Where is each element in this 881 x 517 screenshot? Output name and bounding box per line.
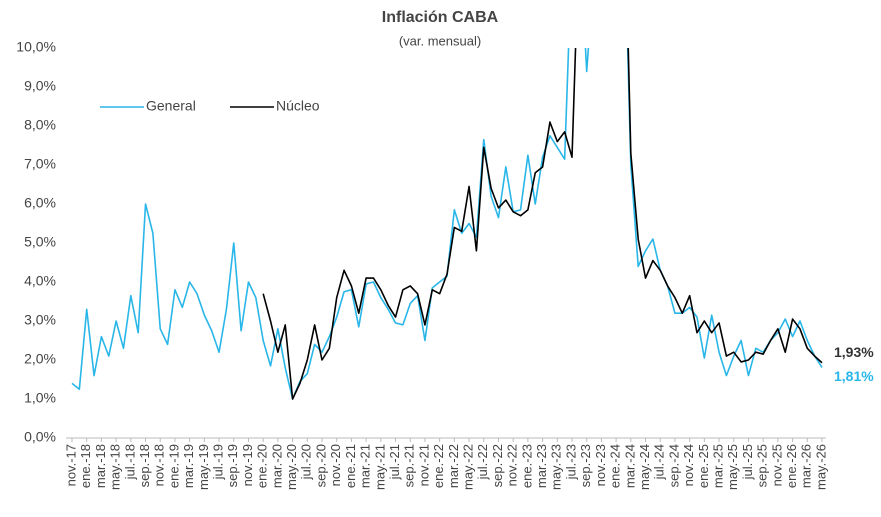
x-tick-label: mar.-21	[358, 444, 373, 488]
x-tick-label: jul.-18	[122, 444, 137, 480]
y-tick-label: 10,0%	[16, 39, 56, 55]
x-tick-label: nov.-25	[769, 444, 784, 486]
y-tick-label: 0,0%	[24, 429, 56, 445]
y-tick-label: 9,0%	[24, 78, 56, 94]
x-tick-label: may.-22	[460, 444, 475, 490]
data-label: 1,81%	[834, 368, 874, 384]
x-tick-label: ene.-21	[343, 444, 358, 488]
x-tick-label: sep.-24	[666, 444, 681, 487]
x-tick-label: may.-25	[725, 444, 740, 490]
y-tick-label: 7,0%	[24, 156, 56, 172]
x-tick-label: sep.-18	[137, 444, 152, 487]
x-tick-label: jul.-22	[475, 444, 490, 480]
y-tick-label: 5,0%	[24, 234, 56, 250]
x-tick-label: mar.-23	[534, 444, 549, 488]
x-tick-label: nov.-24	[681, 444, 696, 486]
x-tick-label: may.-19	[196, 444, 211, 490]
chart-subtitle: (var. mensual)	[399, 33, 481, 48]
x-tick-label: mar.-24	[622, 444, 637, 488]
x-tick-label: nov.-23	[593, 444, 608, 486]
y-tick-label: 2,0%	[24, 351, 56, 367]
y-tick-label: 6,0%	[24, 195, 56, 211]
x-tick-label: ene.-18	[78, 444, 93, 488]
y-tick-label: 8,0%	[24, 117, 56, 133]
x-tick-label: jul.-19	[210, 444, 225, 480]
x-tick-label: may.-21	[372, 444, 387, 490]
x-tick-label: nov.-21	[416, 444, 431, 486]
x-tick-label: sep.-20	[313, 444, 328, 487]
x-tick-label: may.-26	[813, 444, 828, 490]
x-tick-label: mar.-18	[93, 444, 108, 488]
x-tick-label: jul.-21	[387, 444, 402, 480]
x-tick-label: ene.-23	[519, 444, 534, 488]
chart-title: Inflación CABA	[382, 9, 499, 26]
x-tick-label: mar.-26	[799, 444, 814, 488]
x-tick-label: nov.-20	[328, 444, 343, 486]
x-tick-label: may.-20	[284, 444, 299, 490]
x-tick-label: sep.-22	[490, 444, 505, 487]
x-tick-label: nov.-19	[240, 444, 255, 486]
x-tick-label: ene.-25	[696, 444, 711, 488]
x-tick-label: nov.-18	[152, 444, 167, 486]
x-tick-label: mar.-22	[446, 444, 461, 488]
x-tick-label: nov.-22	[505, 444, 520, 486]
y-tick-label: 3,0%	[24, 312, 56, 328]
x-tick-label: ene.-24	[608, 444, 623, 488]
legend-label: General	[146, 98, 196, 114]
x-tick-label: may.-23	[549, 444, 564, 490]
plot-area	[71, 48, 823, 400]
x-tick-label: nov.-17	[63, 444, 78, 486]
x-tick-label: may.-24	[637, 444, 652, 490]
series-line	[71, 48, 823, 400]
x-tick-label: jul.-25	[740, 444, 755, 480]
x-tick-label: sep.-19	[225, 444, 240, 487]
x-tick-label: sep.-23	[578, 444, 593, 487]
x-tick-label: ene.-26	[784, 444, 799, 488]
y-tick-label: 1,0%	[24, 390, 56, 406]
x-tick-label: ene.-19	[166, 444, 181, 488]
x-tick-label: mar.-20	[269, 444, 284, 488]
data-label: 1,93%	[834, 344, 874, 360]
x-tick-label: jul.-24	[652, 444, 667, 480]
legend-label: Núcleo	[276, 98, 320, 114]
x-tick-label: mar.-25	[710, 444, 725, 488]
x-tick-label: sep.-21	[402, 444, 417, 487]
y-tick-label: 4,0%	[24, 273, 56, 289]
x-tick-label: may.-18	[108, 444, 123, 490]
x-tick-label: mar.-19	[181, 444, 196, 488]
x-tick-label: jul.-20	[299, 444, 314, 480]
x-tick-label: ene.-22	[431, 444, 446, 488]
series-line	[262, 48, 823, 400]
x-tick-label: jul.-23	[563, 444, 578, 480]
x-tick-label: ene.-20	[255, 444, 270, 488]
x-tick-label: sep.-25	[755, 444, 770, 487]
